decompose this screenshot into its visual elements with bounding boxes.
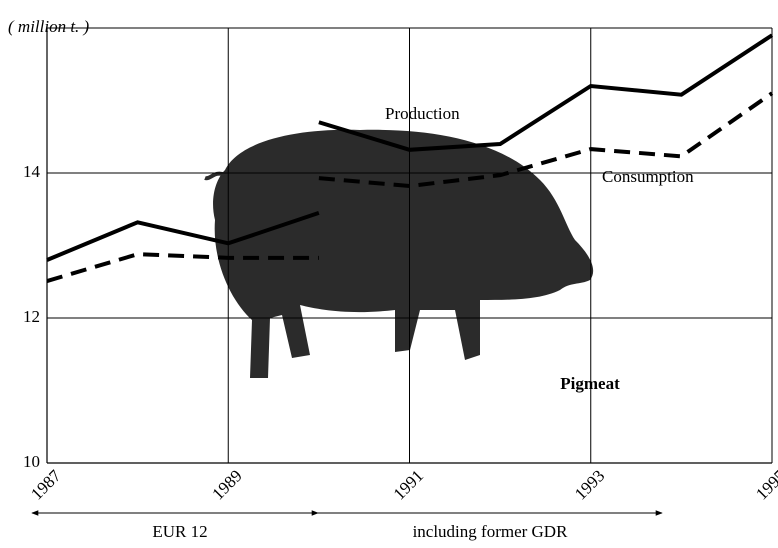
x-tick-label: 1987: [27, 466, 65, 504]
y-axis-label: ( million t. ): [8, 17, 90, 36]
y-tick-label: 10: [23, 452, 40, 471]
legend-label: Production: [385, 104, 460, 123]
page: {"chart_data": {"type": "line", "y_axis_…: [0, 0, 778, 548]
chart: ( million t. ) 10 12 14 1987 1989 1991 1993 199…: [0, 0, 778, 543]
pig-illustration: [205, 130, 593, 378]
y-tick-label: 12: [23, 307, 40, 326]
y-tick-label: 14: [23, 162, 41, 181]
x-tick-label: 1991: [390, 466, 427, 503]
annotation: Pigmeat: [560, 374, 620, 393]
x-tick-label: 1995: [752, 466, 778, 503]
annotation: EUR 12: [152, 522, 207, 541]
legend-label: Consumption: [602, 167, 694, 186]
x-tick-label: 1989: [208, 466, 245, 503]
x-tick-label: 1993: [571, 466, 608, 503]
annotation: including former GDR: [413, 522, 569, 541]
